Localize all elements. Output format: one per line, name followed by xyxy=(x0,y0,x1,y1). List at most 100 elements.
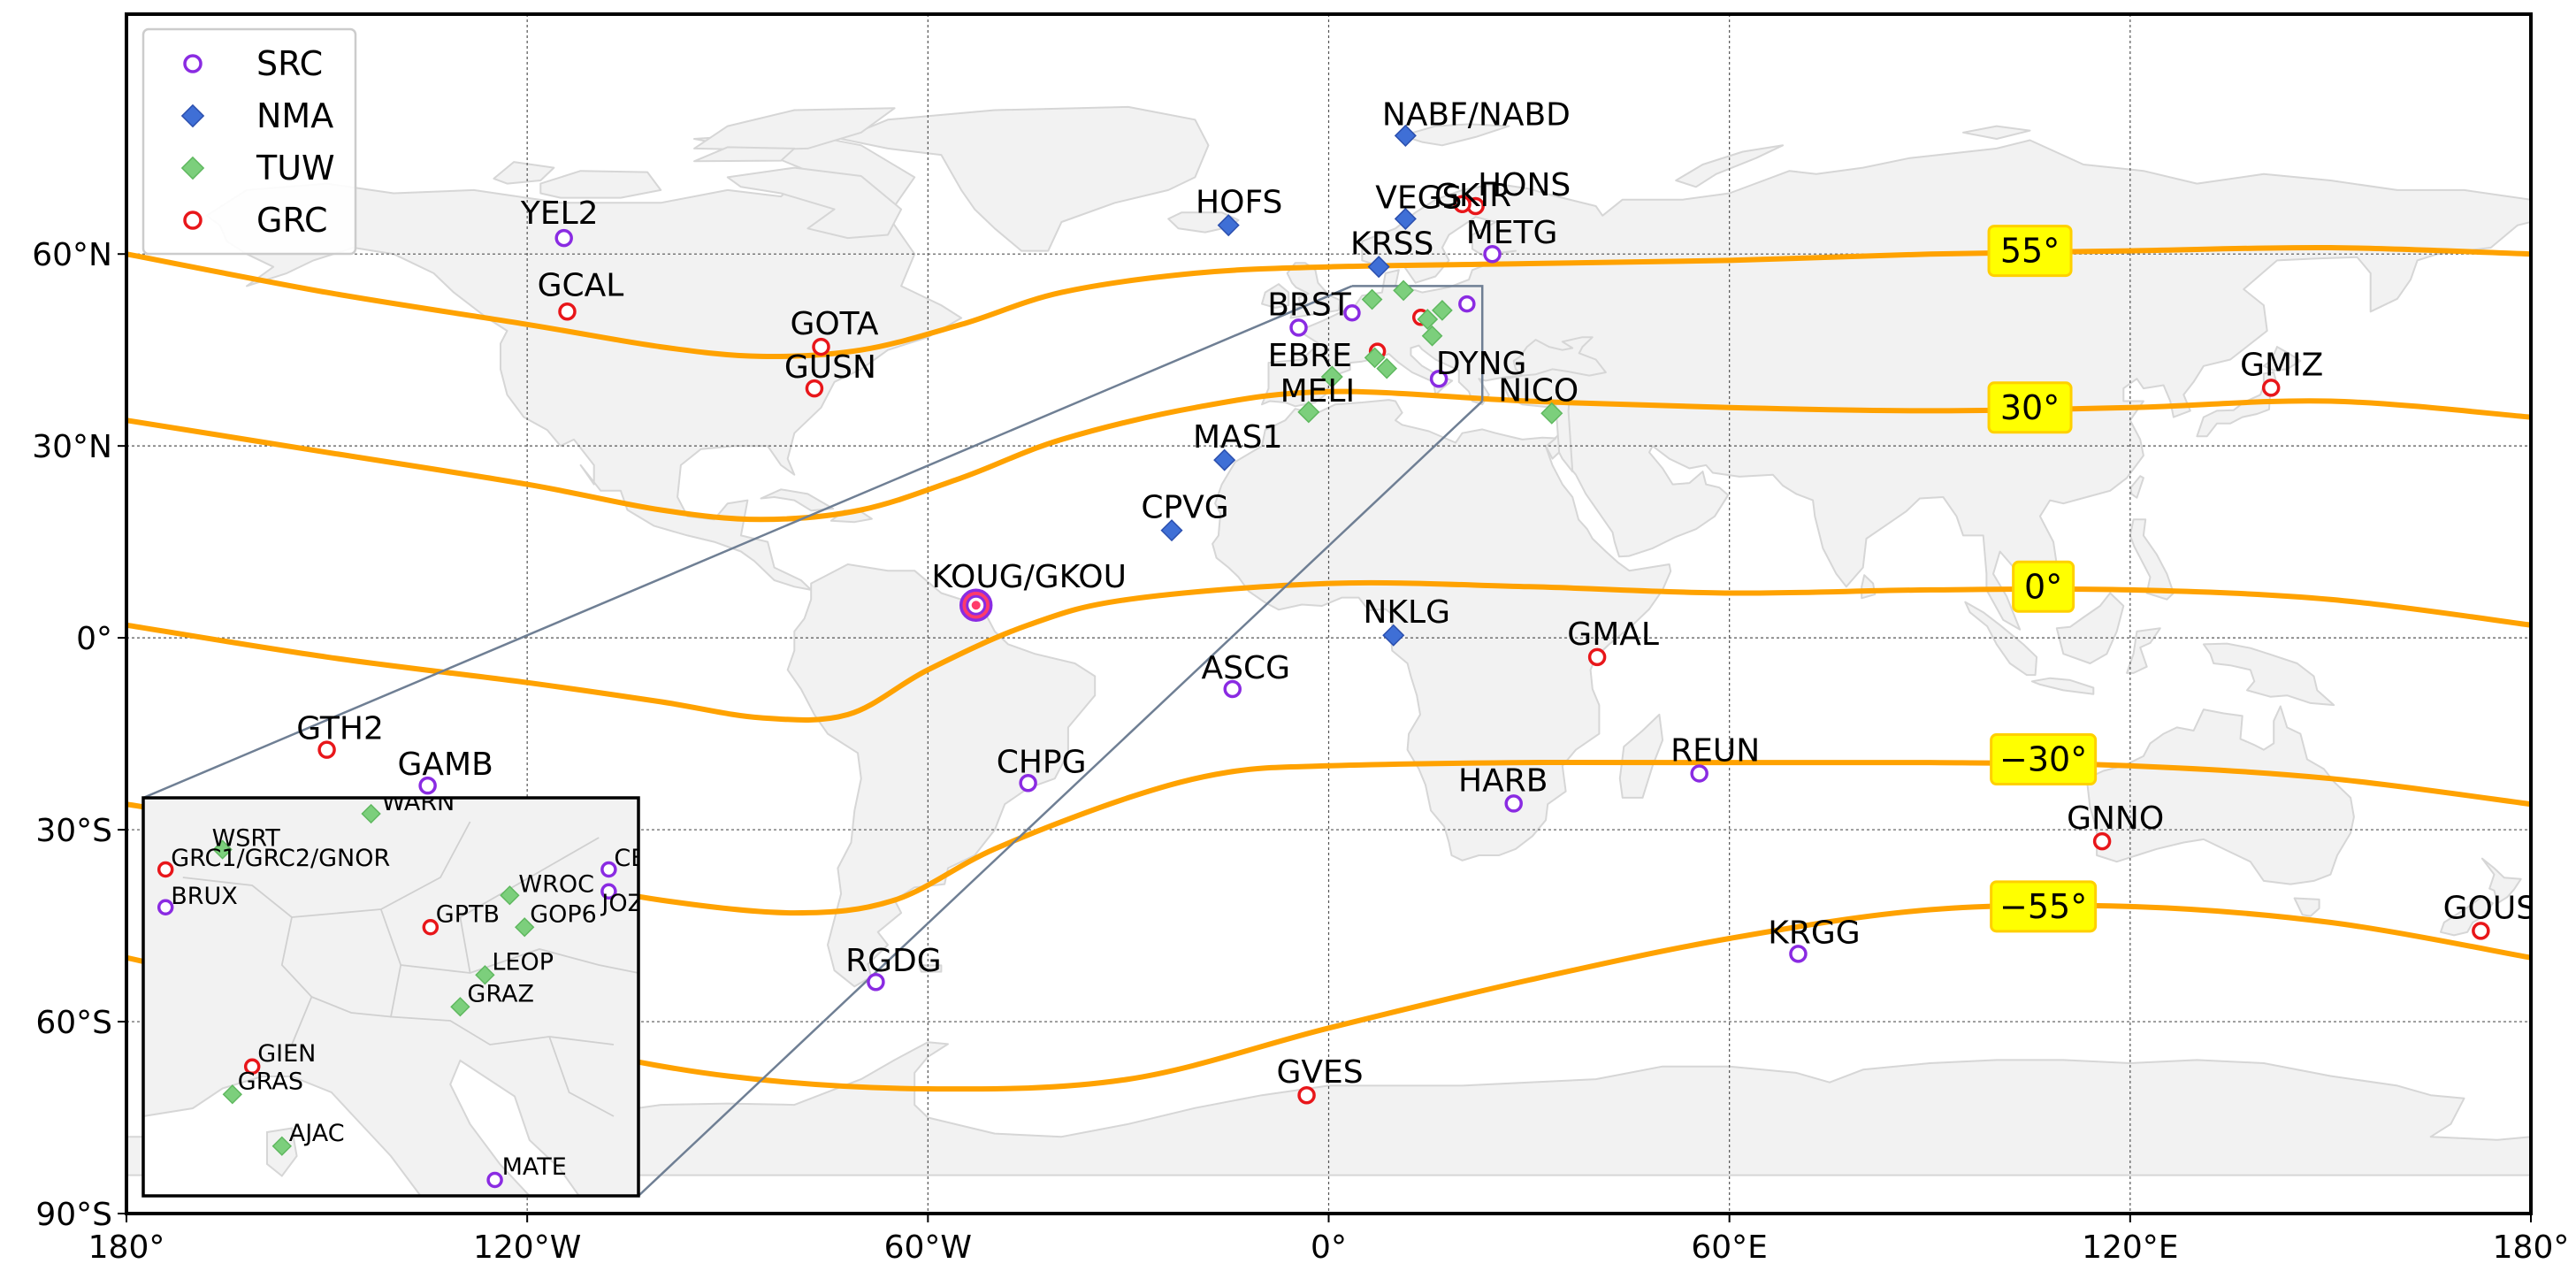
station-marker xyxy=(1382,624,1405,647)
station-label: NABF/NABD xyxy=(1382,96,1571,133)
isoline-label: −55° xyxy=(1999,887,2087,926)
station-label: BRST xyxy=(1267,287,1352,323)
inset-station-marker xyxy=(422,919,440,936)
inset-border xyxy=(548,1036,615,1117)
station-marker xyxy=(1376,357,1398,379)
zoom-connector-top xyxy=(142,285,1353,800)
station-marker xyxy=(1019,774,1037,793)
land-madagascar xyxy=(1618,713,1664,799)
land-new-zealand-s xyxy=(2440,896,2494,937)
inset-station-marker xyxy=(600,861,617,878)
station-label: MELI xyxy=(1280,373,1355,410)
zoom-indicator xyxy=(142,285,1484,1197)
y-tick-label: 60°N xyxy=(32,237,112,273)
isoline-label: 55° xyxy=(2000,232,2060,271)
inset-station-marker xyxy=(212,839,233,860)
legend-marker-nma xyxy=(180,103,205,128)
station-marker xyxy=(1343,303,1361,322)
land-victoria-isl xyxy=(539,170,662,199)
station-marker xyxy=(1429,369,1449,388)
station-marker xyxy=(2472,922,2490,940)
land-novaya-zemlya xyxy=(1675,144,1785,188)
station-marker xyxy=(805,379,824,398)
x-tick-label: 0° xyxy=(1311,1229,1347,1266)
land-australia xyxy=(2085,705,2355,885)
land-falklands xyxy=(918,964,943,973)
legend-label: GRC xyxy=(256,201,328,240)
station-marker xyxy=(554,228,573,248)
inset-station-label: GRC1/GRC2/GNOR xyxy=(171,845,390,872)
land-taiwan xyxy=(2129,475,2144,499)
station-marker xyxy=(867,972,885,992)
station-marker xyxy=(1458,295,1476,313)
isoline-label-box xyxy=(1987,225,2073,278)
station-label: YEL2 xyxy=(520,195,599,232)
station-label: NICO xyxy=(1498,372,1578,409)
land-severnaya xyxy=(1962,125,2031,140)
inset-station-label: GPTB xyxy=(436,900,500,928)
station-marker xyxy=(1393,280,1414,302)
isoline-1 xyxy=(126,388,2531,523)
station-marker xyxy=(1213,448,1236,471)
legend-label: TUW xyxy=(256,149,335,188)
station-label: KRSS xyxy=(1350,226,1433,263)
station-marker xyxy=(1297,1085,1316,1105)
inset-station-marker xyxy=(450,997,470,1017)
isoline-label: 30° xyxy=(2000,388,2060,427)
station-label: VEGS xyxy=(1375,180,1462,216)
y-tick-label: 90°S xyxy=(35,1197,112,1233)
inset-station-label: AJAC xyxy=(289,1120,345,1147)
station-marker xyxy=(1432,299,1453,321)
station-label: ASCG xyxy=(1201,650,1290,686)
isoline-0 xyxy=(126,244,2531,360)
isoline-label-box xyxy=(2012,560,2075,613)
inset-frame xyxy=(141,796,640,1198)
land-sumatra xyxy=(1964,601,2038,677)
station-label: KOUG/GKOU xyxy=(931,559,1127,595)
station-label: GTH2 xyxy=(296,711,384,747)
inset-station-marker xyxy=(222,1084,242,1105)
inset-station-label: WARN xyxy=(382,789,455,816)
legend-box xyxy=(141,27,357,256)
x-tick-label: 60°W xyxy=(884,1229,972,1266)
station-marker xyxy=(418,776,437,795)
inset-border xyxy=(389,964,615,1045)
station-marker xyxy=(2092,831,2112,851)
station-label: REUN xyxy=(1670,732,1760,769)
legend: SRC NMA TUW GRC xyxy=(141,27,357,256)
station-marker xyxy=(1394,207,1417,230)
station-label: GNNO xyxy=(2067,800,2164,837)
station-label: GAMB xyxy=(397,747,493,783)
y-tick-label: 0° xyxy=(76,621,112,657)
inset-border xyxy=(291,821,471,918)
isoline-label: −30° xyxy=(1999,740,2087,779)
x-tick-label: 180° xyxy=(2493,1229,2570,1266)
station-marker xyxy=(558,303,577,321)
station-marker xyxy=(1361,288,1383,310)
land-sulawesi xyxy=(2126,627,2161,674)
x-tick-label: 120°E xyxy=(2082,1229,2178,1266)
station-marker xyxy=(1223,679,1242,699)
inset-station-marker xyxy=(500,885,520,906)
land-greenland xyxy=(840,105,1210,252)
inset-station-marker xyxy=(271,1136,292,1156)
land-japan xyxy=(2196,371,2278,438)
station-marker xyxy=(1789,945,1808,963)
inset-border xyxy=(459,837,600,974)
station-label: EBRE xyxy=(1268,338,1352,374)
legend-marker-tuw xyxy=(180,156,205,180)
x-tick-label: 120°W xyxy=(473,1229,581,1266)
land-hokkaido xyxy=(2262,346,2302,371)
station-label: HONS xyxy=(1478,167,1571,203)
isoline-label-box xyxy=(1990,880,2098,933)
inset-station-label: CBKA xyxy=(614,845,679,872)
station-marker xyxy=(1297,401,1320,424)
inset-border xyxy=(311,996,392,1018)
inset-station-label: JOZ2 xyxy=(600,890,659,917)
station-label: DYNG xyxy=(1436,346,1527,382)
inset-station-label: WSRT xyxy=(212,825,281,853)
land-baffin xyxy=(726,166,903,240)
